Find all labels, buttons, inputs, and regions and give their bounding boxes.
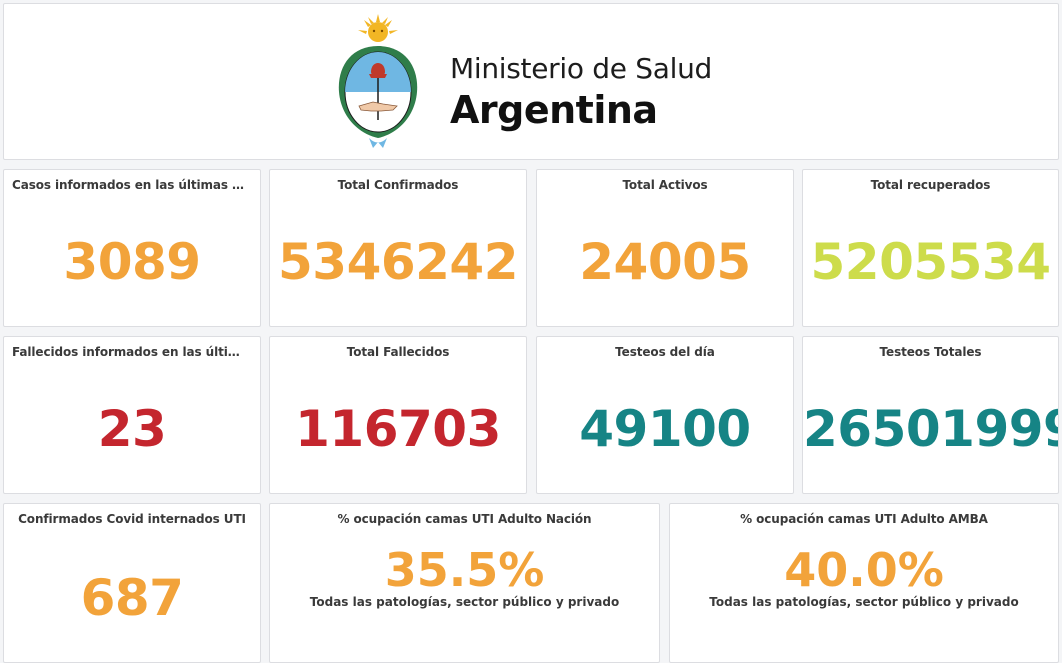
panel-total-recuperados: Total recuperados 5205534 (802, 169, 1059, 327)
stat-subtitle: Todas las patologías, sector público y p… (309, 595, 620, 609)
panel-internados-uti: Confirmados Covid internados UTI 687 (3, 503, 261, 663)
header-panel: Ministerio de Salud Argentina (3, 3, 1059, 160)
country-name: Argentina (450, 88, 658, 132)
panel-total-fallecidos: Total Fallecidos 116703 (269, 336, 527, 494)
panel-title: % ocupación camas UTI Adulto Nación (337, 512, 592, 526)
panel-title: % ocupación camas UTI Adulto AMBA (740, 512, 988, 526)
panel-title: Confirmados Covid internados UTI (18, 512, 246, 526)
panel-total-activos: Total Activos 24005 (536, 169, 794, 327)
panel-testeos-totales: Testeos Totales 26501999 (802, 336, 1059, 494)
stat-value: 24005 (579, 233, 751, 291)
stat-subtitle: Todas las patologías, sector público y p… (709, 595, 1019, 609)
stat-value: 23 (97, 400, 167, 458)
panel-title: Fallecidos informados en las última… (12, 345, 252, 359)
stat-value: 3089 (63, 233, 201, 291)
panel-fallecidos-24h: Fallecidos informados en las última… 23 (3, 336, 261, 494)
panel-title: Casos informados en las últimas 24… (12, 178, 252, 192)
stat-value: 687 (80, 569, 184, 627)
argentina-coat-of-arms-logo (338, 14, 418, 148)
stat-value: 40.0% (784, 543, 944, 597)
panel-title: Total recuperados (870, 178, 991, 192)
panel-uti-nacion: % ocupación camas UTI Adulto Nación 35.5… (269, 503, 660, 663)
stat-value: 35.5% (384, 543, 545, 597)
panel-total-confirmados: Total Confirmados 5346242 (269, 169, 527, 327)
panel-title: Total Fallecidos (346, 345, 450, 359)
panel-casos-24h: Casos informados en las últimas 24… 3089 (3, 169, 261, 327)
panel-title: Total Activos (622, 178, 708, 192)
ministry-name: Ministerio de Salud (450, 52, 713, 85)
panel-title: Testeos Totales (879, 345, 982, 359)
panel-title: Total Confirmados (337, 178, 459, 192)
stat-value: 116703 (295, 400, 501, 458)
stat-value: 5205534 (810, 233, 1051, 291)
panel-testeos-dia: Testeos del día 49100 (536, 336, 794, 494)
stat-value: 5346242 (277, 233, 519, 291)
panel-title: Testeos del día (615, 345, 715, 359)
stat-value: 26501999 (803, 400, 1059, 458)
stat-value: 49100 (579, 400, 751, 458)
panel-uti-amba: % ocupación camas UTI Adulto AMBA 40.0% … (669, 503, 1059, 663)
